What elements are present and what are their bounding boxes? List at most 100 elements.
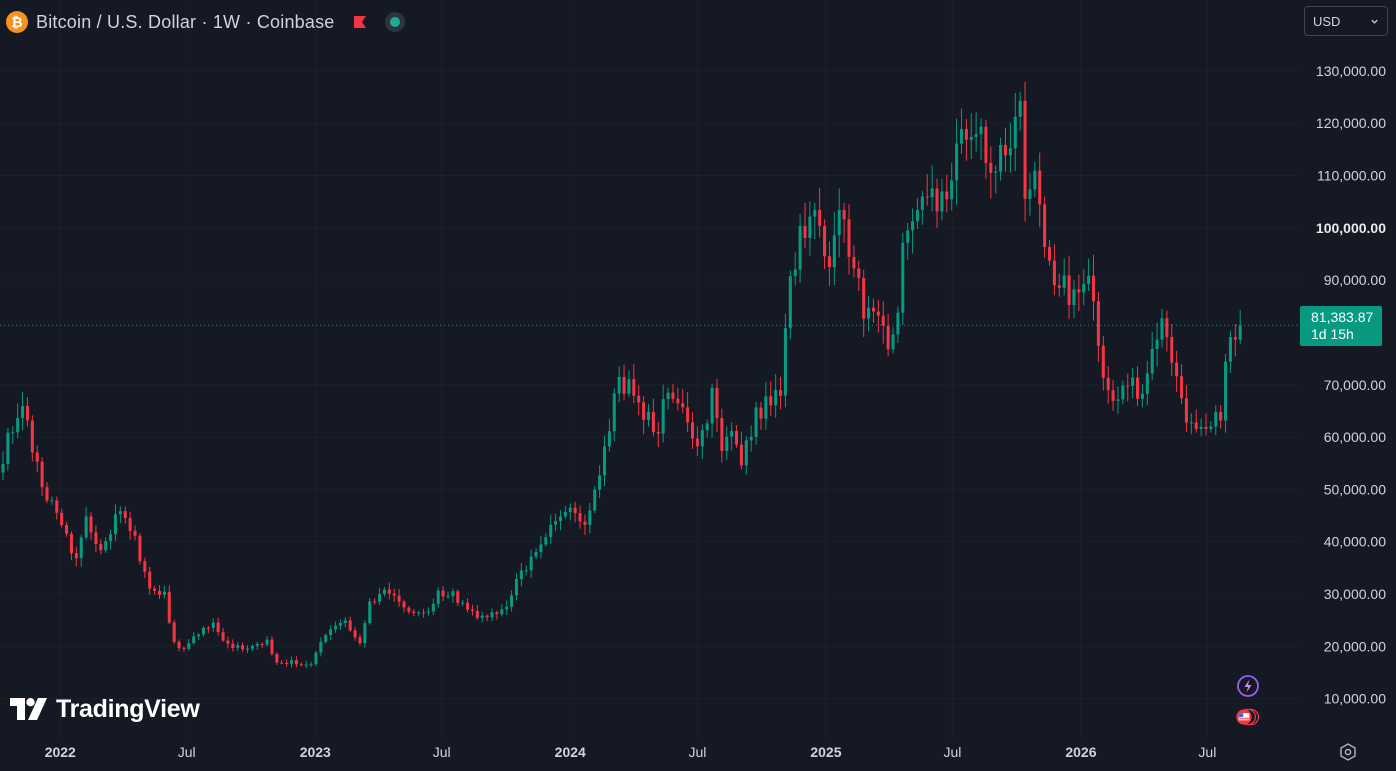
candle-body (35, 452, 39, 462)
candle-body (632, 379, 636, 396)
candle-body (940, 191, 944, 212)
candle-body (935, 188, 939, 212)
candle-body (466, 602, 470, 610)
candle-body (231, 643, 235, 648)
candle-body (1150, 348, 1154, 374)
candle-body (118, 511, 122, 515)
candle-body (412, 611, 416, 613)
candle-body (60, 512, 64, 526)
candle-body (1028, 189, 1032, 199)
candle-body (842, 209, 846, 220)
x-axis-tick-label: Jul (433, 744, 451, 760)
last-price-label: 81,383.87 1d 15h (1300, 306, 1382, 346)
candle-body (197, 634, 201, 637)
candle-body (1062, 275, 1066, 288)
candle-body (289, 660, 294, 664)
candle-body (695, 438, 699, 447)
symbol-header[interactable]: ₿ Bitcoin / U.S. Dollar · 1W · Coinbase (6, 8, 405, 36)
candle-body (1224, 361, 1228, 421)
candle-body (16, 418, 20, 433)
candle-body (343, 620, 347, 624)
candle-body (994, 171, 998, 173)
candle-body (1199, 426, 1203, 429)
x-axis-tick-label: 2023 (300, 744, 331, 760)
candle-body (984, 126, 988, 163)
candle-body (153, 588, 157, 591)
candle-body (823, 225, 827, 257)
candle-body (573, 507, 577, 514)
market-status-icon[interactable] (384, 12, 405, 32)
lightning-icon[interactable] (1234, 673, 1260, 699)
candle-body (578, 513, 582, 522)
candle-body (568, 507, 572, 512)
candle-body (739, 444, 743, 466)
candle-body (426, 611, 430, 613)
candle-body (735, 430, 739, 445)
currency-dropdown[interactable]: USD (1304, 6, 1388, 36)
candle-body (485, 615, 489, 618)
candle-body (646, 411, 651, 420)
candle-body (162, 591, 166, 595)
economic-calendar-icon[interactable] (1234, 704, 1260, 730)
candle-body (167, 591, 171, 623)
candle-body (314, 652, 318, 664)
currency-value: USD (1313, 13, 1341, 29)
candle-body (862, 278, 866, 319)
candle-body (607, 431, 611, 447)
x-axis-tick-label: Jul (178, 744, 196, 760)
candle-body (554, 521, 558, 525)
y-axis-tick-label: 70,000.00 (1324, 377, 1386, 393)
symbol-title[interactable]: Bitcoin / U.S. Dollar · 1W · Coinbase (36, 11, 335, 32)
candle-body (138, 535, 142, 562)
candle-body (1043, 204, 1047, 248)
flag-icon[interactable] (353, 15, 367, 29)
candle-body (319, 641, 323, 653)
candle-body (1082, 284, 1086, 293)
candle-body (656, 432, 660, 434)
candle-body (1175, 362, 1179, 377)
tradingview-logo-text: TradingView (56, 694, 200, 723)
candle-body (813, 209, 817, 217)
candle-body (1003, 144, 1008, 156)
candle-body (265, 639, 269, 645)
candle-body (1194, 422, 1198, 429)
candle-body (989, 162, 993, 173)
candle-body (642, 402, 646, 420)
candle-body (764, 396, 768, 419)
candle-body (99, 544, 103, 551)
candle-body (1180, 376, 1184, 399)
candle-body (754, 407, 758, 437)
tradingview-logo[interactable]: TradingView (10, 694, 200, 724)
candle-body (788, 276, 792, 329)
candle-body (1238, 325, 1242, 340)
candle-body (148, 571, 152, 589)
candle-body (593, 489, 597, 511)
candle-body (294, 660, 298, 665)
candle-body (441, 590, 445, 597)
candle-body (285, 662, 289, 664)
candle-body (182, 647, 186, 649)
candle-body (759, 407, 763, 419)
candle-body (109, 534, 113, 542)
candle-body (387, 589, 391, 594)
candle-body (334, 625, 338, 630)
candle-body (55, 500, 59, 513)
candle-body (1116, 399, 1120, 401)
y-axis-tick-label: 20,000.00 (1324, 638, 1386, 654)
candle-body (686, 407, 690, 423)
candle-body (143, 561, 147, 572)
candle-body (1057, 285, 1061, 288)
candle-body (30, 420, 34, 453)
x-axis-tick-label: Jul (688, 744, 706, 760)
candle-body (539, 544, 543, 552)
candle-body (226, 640, 230, 644)
candle-body (774, 390, 778, 406)
candle-body (79, 537, 83, 559)
candle-body (1018, 100, 1022, 117)
x-axis-tick-label: Jul (943, 744, 961, 760)
settings-icon[interactable] (1338, 742, 1358, 762)
candle-body (65, 525, 69, 534)
candle-body (397, 595, 401, 602)
